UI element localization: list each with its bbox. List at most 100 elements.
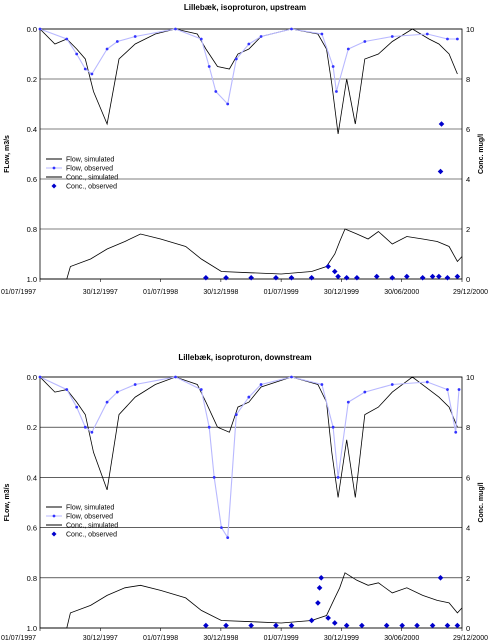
y2-tick-label: 6 — [466, 125, 470, 134]
data-point-flow-observed — [214, 90, 218, 93]
data-point-conc-observed — [437, 575, 444, 581]
data-point-flow-observed — [425, 380, 429, 384]
data-point-conc-observed — [436, 273, 442, 280]
legend-label: Flow, observed — [66, 514, 113, 521]
y2-tick-label: 4 — [466, 175, 470, 184]
plot-area — [39, 28, 463, 280]
data-point-flow-observed — [290, 375, 293, 379]
data-point-flow-observed — [363, 390, 367, 394]
data-point-flow-observed — [212, 476, 216, 479]
x-tick-label: 30/06/2000 — [384, 289, 419, 296]
chart-panel-1: Lillebæk, isoproturon, upstream 0.0 0.2 0.4… — [1, 3, 488, 296]
data-point-conc-observed — [318, 575, 325, 581]
data-point-flow-observed — [207, 425, 211, 429]
data-point-flow-observed — [455, 37, 459, 41]
data-point-flow-observed — [75, 405, 79, 409]
data-point-flow-observed — [234, 413, 238, 417]
data-point-conc-observed — [316, 585, 323, 591]
series-line-conc-simulated — [40, 228, 463, 280]
data-point-flow-observed — [346, 47, 350, 51]
x-tick-label: 01/07/1997 — [1, 289, 36, 296]
legend-label: Flow, observed — [66, 166, 113, 173]
data-point-conc-observed — [223, 622, 229, 629]
x-tick-label: 30/06/2000 — [384, 635, 419, 642]
y-tick-label: 0.8 — [27, 225, 37, 234]
data-point-flow-observed — [331, 65, 335, 68]
data-point-flow-observed — [234, 57, 238, 61]
legend-label: Conc., simulated — [66, 175, 118, 182]
data-point-flow-observed — [83, 67, 87, 71]
chart-title: Lillebæk, isoproturon, downstream — [178, 353, 311, 362]
data-point-flow-observed — [259, 35, 263, 38]
x-tick-label: 30/12/1999 — [324, 635, 359, 642]
data-point-flow-observed — [115, 40, 119, 43]
data-point-conc-observed — [288, 274, 295, 281]
data-point-flow-observed — [457, 388, 461, 391]
legend-swatch — [51, 531, 57, 537]
y2-tick-label: 0 — [466, 275, 470, 284]
x-tick-label: 29/12/2000 — [453, 635, 488, 642]
data-point-flow-observed — [259, 383, 263, 386]
x-tick-label: 01/07/1998 — [143, 289, 178, 296]
legend-label: Conc., simulated — [66, 523, 118, 530]
data-point-flow-observed — [446, 37, 449, 41]
data-point-flow-observed — [133, 35, 137, 38]
legend-label: Conc., observed — [66, 184, 117, 191]
legend: Flow, simulated Flow, observed Conc., simu… — [46, 157, 118, 191]
data-point-conc-observed — [203, 622, 209, 629]
data-point-conc-observed — [419, 274, 426, 281]
y2-tick-label: 8 — [466, 75, 470, 84]
data-point-flow-observed — [346, 400, 350, 404]
x-tick-label: 01/07/1999 — [264, 635, 299, 642]
y-axis-label: FLow, m3/s — [4, 135, 11, 173]
data-point-conc-observed — [248, 622, 254, 629]
data-point-flow-observed — [105, 400, 109, 404]
x-tick-label: 30/12/1998 — [203, 289, 238, 296]
y2-tick-label: 2 — [466, 574, 470, 583]
data-point-flow-observed — [390, 383, 394, 386]
data-point-conc-observed — [454, 273, 461, 280]
data-point-flow-observed — [38, 27, 42, 31]
data-point-conc-observed — [288, 622, 295, 629]
data-point-flow-observed — [425, 32, 429, 36]
data-point-flow-observed — [65, 37, 69, 41]
legend-label: Flow, simulated — [66, 157, 114, 164]
data-point-conc-observed — [308, 617, 315, 624]
data-point-flow-observed — [174, 375, 177, 379]
data-point-flow-observed — [115, 390, 119, 394]
y2-tick-label: 2 — [466, 225, 470, 234]
data-point-conc-observed — [454, 622, 461, 629]
y2-axis-label: Conc. mug/l — [478, 482, 485, 522]
data-point-conc-observed — [273, 274, 279, 281]
y2-tick-label: 4 — [466, 524, 470, 533]
x-tick-label: 30/12/1997 — [83, 289, 118, 296]
y-tick-label: 0.8 — [27, 574, 37, 583]
data-point-flow-observed — [247, 395, 251, 399]
chart-panel-2: Lillebæk, isoproturon, downstream 0.0 0.2 0… — [1, 353, 488, 642]
x-tick-label: 01/07/1998 — [143, 635, 178, 642]
data-point-flow-observed — [226, 102, 230, 106]
y2-tick-label: 8 — [466, 423, 470, 432]
data-point-flow-observed — [390, 35, 394, 38]
y-axis-label: FLow, m3/s — [4, 483, 11, 521]
x-tick-label: 01/07/1999 — [264, 289, 299, 296]
data-point-conc-observed — [325, 615, 331, 621]
data-point-flow-observed — [335, 90, 338, 93]
legend-swatch-marker — [52, 166, 56, 170]
data-point-conc-observed — [399, 622, 405, 629]
data-point-conc-observed — [437, 168, 444, 175]
y2-tick-label: 10 — [466, 373, 474, 382]
y-tick-label: 0.2 — [27, 423, 37, 432]
data-point-conc-observed — [331, 620, 338, 626]
data-point-flow-observed — [199, 388, 203, 391]
data-point-flow-observed — [133, 383, 137, 386]
data-point-flow-observed — [290, 27, 293, 31]
data-point-conc-observed — [429, 622, 436, 629]
series-line-flow-observed — [39, 28, 458, 106]
y2-tick-label: 10 — [466, 25, 474, 34]
data-point-conc-observed — [331, 268, 338, 275]
y2-tick-label: 0 — [466, 624, 470, 633]
series-line-flow-simulated — [39, 28, 458, 135]
data-point-flow-observed — [90, 430, 94, 434]
